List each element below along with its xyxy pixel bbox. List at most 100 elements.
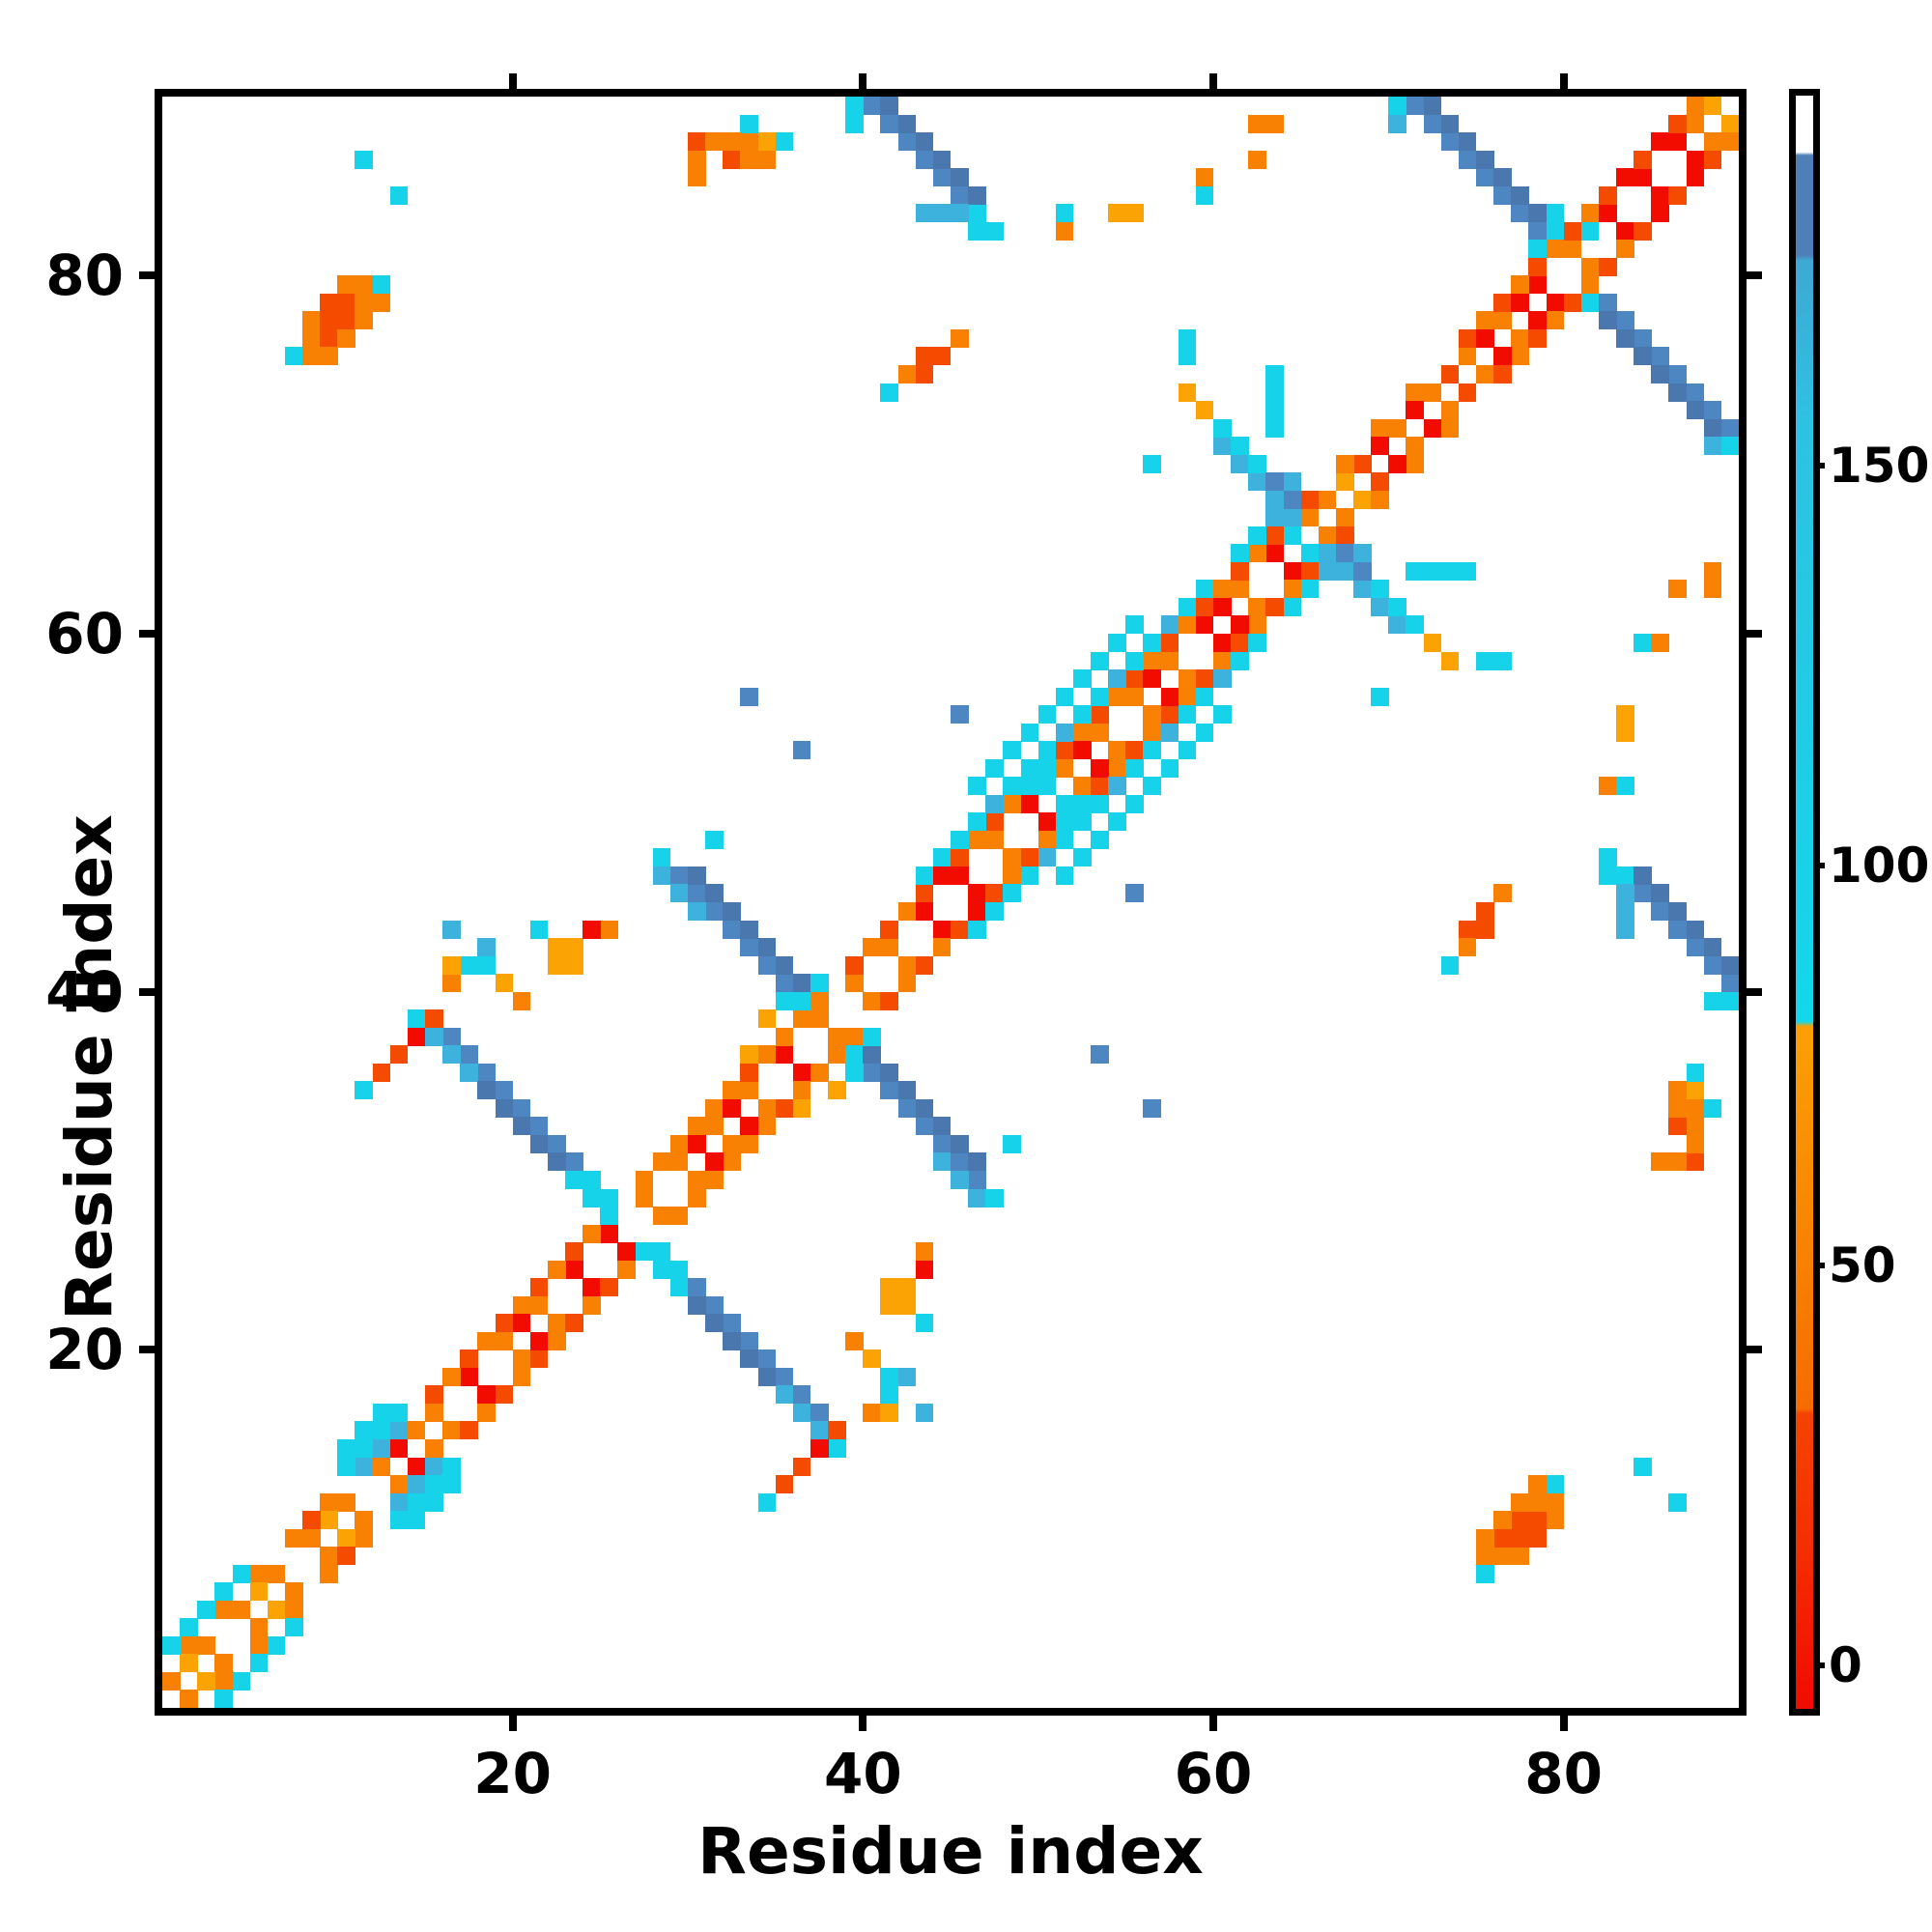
heatmap-cell (1388, 597, 1406, 616)
heatmap-cell (302, 1511, 321, 1530)
heatmap-cell (845, 1045, 864, 1065)
heatmap-cell (1178, 687, 1197, 706)
heatmap-cell (810, 1403, 829, 1422)
heatmap-cell (845, 955, 864, 975)
heatmap-cell (1406, 401, 1425, 420)
heatmap-cell (1668, 383, 1688, 402)
heatmap-cell (1686, 114, 1705, 133)
heatmap-cell (1458, 938, 1477, 957)
heatmap-cell (1528, 311, 1548, 330)
heatmap-cell (1493, 884, 1512, 903)
heatmap-cell (1686, 168, 1705, 187)
heatmap-cell (1703, 97, 1722, 116)
heatmap-cell (512, 1314, 531, 1333)
heatmap-cell (320, 1547, 338, 1566)
heatmap-cell (337, 311, 355, 330)
heatmap-cell (1423, 418, 1442, 438)
heatmap-cell (688, 132, 706, 152)
heatmap-cell (1440, 651, 1460, 670)
heatmap-cell (1318, 561, 1337, 581)
heatmap-cell (968, 884, 986, 903)
heatmap-cell (565, 1260, 583, 1279)
heatmap-cell (1651, 132, 1669, 152)
heatmap-cell (1651, 1152, 1669, 1172)
heatmap-cell (1072, 794, 1092, 813)
heatmap-cell (915, 1242, 934, 1262)
heatmap-cell (1072, 723, 1092, 742)
heatmap-cell (1160, 723, 1179, 742)
heatmap-cell (1160, 687, 1179, 706)
heatmap-cell (1353, 454, 1372, 473)
heatmap-cell (442, 1457, 461, 1476)
heatmap-cell (1108, 812, 1126, 832)
colorbar-tick (1813, 1263, 1825, 1268)
heatmap-cell (425, 1439, 443, 1459)
heatmap-cell (915, 902, 934, 922)
heatmap-cell (1195, 168, 1214, 187)
heatmap-cell (337, 1457, 355, 1476)
heatmap-cell (1598, 293, 1617, 312)
heatmap-cell (1265, 365, 1285, 384)
heatmap-cell (1265, 526, 1285, 545)
heatmap-cell (1178, 705, 1197, 724)
heatmap-cell (1616, 168, 1634, 187)
heatmap-cell (775, 1367, 794, 1386)
colorbar-tick (1813, 463, 1825, 469)
heatmap-cell (355, 150, 374, 169)
heatmap-cell (1265, 401, 1285, 420)
heatmap-cell (1511, 293, 1529, 312)
heatmap-cell (1703, 1098, 1722, 1118)
heatmap-cell (1231, 437, 1249, 456)
heatmap-cell (372, 275, 391, 295)
heatmap-cell (1055, 794, 1074, 813)
heatmap-cell (968, 777, 986, 796)
heatmap-cell (1335, 561, 1354, 581)
heatmap-cell (1108, 687, 1126, 706)
heatmap-cell (320, 1511, 338, 1530)
heatmap-cell (232, 1671, 251, 1690)
heatmap-cell (1616, 221, 1634, 241)
heatmap-cell (1248, 150, 1266, 169)
heatmap-cell (582, 1295, 601, 1315)
heatmap-cell (775, 1098, 794, 1118)
heatmap-cell (547, 1260, 566, 1279)
heatmap-cell (407, 1421, 426, 1440)
heatmap-cell (845, 1063, 864, 1082)
heatmap-cell (1476, 328, 1494, 348)
heatmap-cell (1091, 758, 1109, 778)
axis-tick (1209, 1716, 1217, 1731)
heatmap-cell (863, 1027, 881, 1046)
heatmap-cell (565, 938, 583, 957)
heatmap-cell (477, 1403, 497, 1422)
heatmap-cell (1300, 561, 1320, 581)
heatmap-cell (828, 1439, 846, 1459)
heatmap-cell (757, 150, 777, 169)
heatmap-cell (1598, 185, 1617, 205)
heatmap-cell (512, 991, 531, 1010)
heatmap-cell (1108, 634, 1126, 653)
heatmap-cell (828, 1421, 846, 1440)
heatmap-cell (355, 1081, 374, 1100)
heatmap-cell (1003, 884, 1022, 903)
x-axis-title: Residue index (697, 1814, 1204, 1889)
heatmap-cell (688, 1117, 706, 1136)
heatmap-cell (1388, 615, 1406, 635)
heatmap-cell (792, 1063, 811, 1082)
heatmap-cell (1335, 544, 1354, 563)
heatmap-cell (180, 1618, 198, 1637)
heatmap-cell (915, 1314, 934, 1333)
heatmap-cell (600, 1224, 618, 1243)
heatmap-cell (1143, 723, 1162, 742)
heatmap-cell (897, 1367, 917, 1386)
heatmap-cell (1283, 597, 1302, 616)
heatmap-cell (582, 1171, 601, 1190)
heatmap-cell (1686, 1134, 1705, 1153)
heatmap-cell (792, 1009, 811, 1029)
heatmap-cell (1248, 615, 1266, 635)
heatmap-cell (302, 311, 321, 330)
heatmap-cell (1283, 472, 1302, 492)
heatmap-cell (757, 1098, 777, 1118)
heatmap-cell (302, 1528, 321, 1548)
heatmap-cell (1668, 114, 1688, 133)
heatmap-cell (477, 938, 497, 957)
